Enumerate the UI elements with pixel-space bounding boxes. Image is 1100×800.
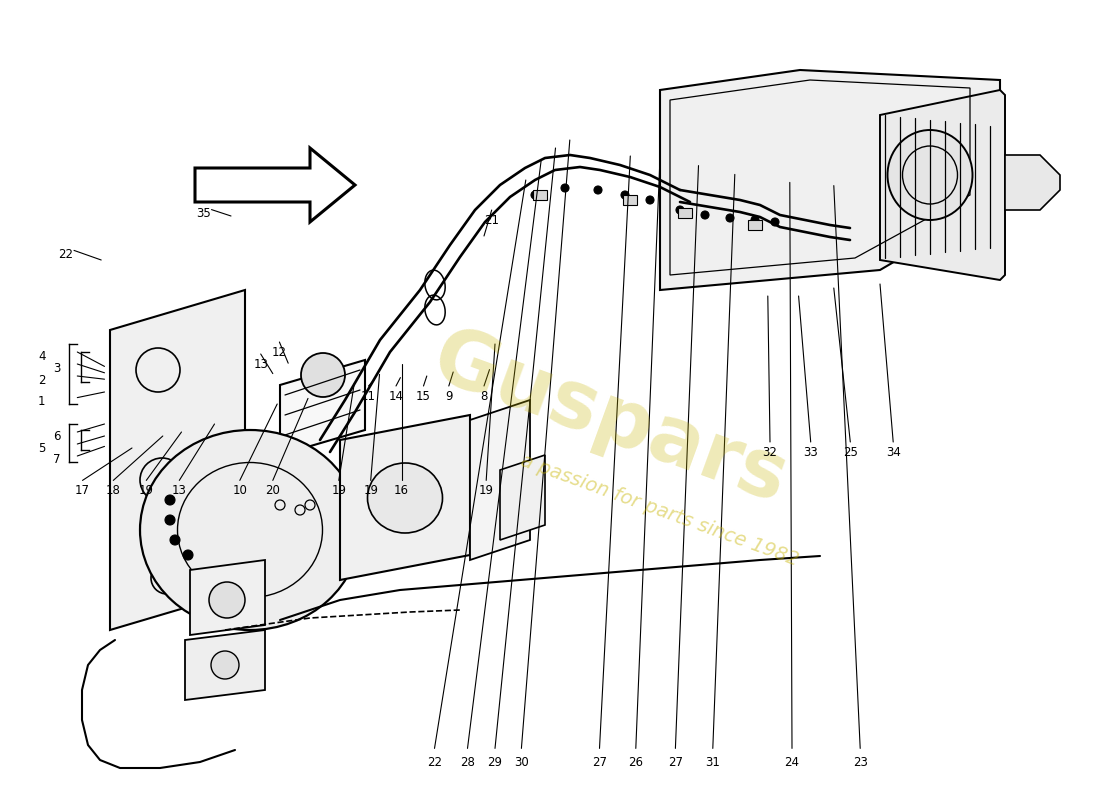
Text: 8: 8 — [481, 390, 487, 402]
Circle shape — [211, 651, 239, 679]
Text: 12: 12 — [272, 346, 287, 358]
Text: 34: 34 — [886, 446, 901, 458]
Polygon shape — [185, 630, 265, 700]
Polygon shape — [880, 90, 1005, 280]
Text: 19: 19 — [139, 484, 154, 497]
Circle shape — [209, 582, 245, 618]
Circle shape — [701, 211, 710, 219]
Ellipse shape — [888, 130, 972, 220]
Text: 19: 19 — [478, 484, 494, 497]
Text: 11: 11 — [361, 390, 376, 402]
Circle shape — [165, 515, 175, 525]
Text: 35: 35 — [196, 207, 211, 220]
Text: 24: 24 — [784, 756, 800, 769]
Text: 23: 23 — [852, 756, 868, 769]
Text: 5: 5 — [39, 442, 45, 454]
Text: 31: 31 — [705, 756, 720, 769]
Circle shape — [676, 206, 684, 214]
Text: 2: 2 — [39, 374, 45, 386]
Text: 21: 21 — [484, 214, 499, 226]
Text: 1: 1 — [39, 395, 45, 408]
Circle shape — [726, 214, 734, 222]
Text: 28: 28 — [460, 756, 475, 769]
Text: 16: 16 — [394, 484, 409, 497]
Text: 14: 14 — [388, 390, 404, 402]
Text: 19: 19 — [363, 484, 378, 497]
Circle shape — [751, 216, 759, 224]
Text: 22: 22 — [427, 756, 442, 769]
Text: 17: 17 — [75, 484, 90, 497]
Polygon shape — [1005, 155, 1060, 210]
Circle shape — [621, 191, 629, 199]
Circle shape — [183, 550, 192, 560]
Bar — [623, 195, 637, 205]
Text: 3: 3 — [54, 362, 60, 374]
Text: 13: 13 — [172, 484, 187, 497]
Circle shape — [165, 495, 175, 505]
Text: 25: 25 — [843, 446, 858, 458]
Ellipse shape — [367, 463, 442, 533]
Text: 26: 26 — [628, 756, 643, 769]
Bar — [748, 220, 762, 230]
Text: 4: 4 — [39, 350, 45, 362]
Text: 33: 33 — [803, 446, 818, 458]
Text: 15: 15 — [416, 390, 431, 402]
Circle shape — [531, 191, 539, 199]
Text: 19: 19 — [331, 484, 346, 497]
Circle shape — [594, 186, 602, 194]
Polygon shape — [195, 148, 355, 222]
Polygon shape — [500, 455, 544, 540]
Bar — [678, 208, 692, 218]
Polygon shape — [110, 290, 245, 630]
Circle shape — [561, 184, 569, 192]
Text: 29: 29 — [487, 756, 503, 769]
Text: 27: 27 — [592, 756, 607, 769]
Circle shape — [170, 535, 180, 545]
Bar — [534, 190, 547, 200]
Text: 10: 10 — [232, 484, 248, 497]
Text: 27: 27 — [668, 756, 683, 769]
Polygon shape — [340, 415, 470, 580]
Polygon shape — [470, 400, 530, 560]
Circle shape — [771, 218, 779, 226]
Text: a passion for parts since 1982: a passion for parts since 1982 — [518, 450, 802, 570]
Text: Guspars: Guspars — [422, 320, 798, 520]
Text: 20: 20 — [265, 484, 280, 497]
Text: 32: 32 — [762, 446, 778, 458]
Polygon shape — [280, 360, 365, 455]
Circle shape — [646, 196, 654, 204]
Circle shape — [301, 353, 345, 397]
Text: 30: 30 — [514, 756, 529, 769]
Text: 7: 7 — [54, 454, 60, 466]
Text: 13: 13 — [253, 358, 268, 370]
Text: 6: 6 — [54, 430, 60, 442]
Text: 22: 22 — [58, 248, 74, 261]
Polygon shape — [190, 560, 265, 635]
Ellipse shape — [140, 430, 360, 630]
Text: 18: 18 — [106, 484, 121, 497]
Polygon shape — [660, 70, 1000, 290]
Text: 9: 9 — [446, 390, 452, 402]
